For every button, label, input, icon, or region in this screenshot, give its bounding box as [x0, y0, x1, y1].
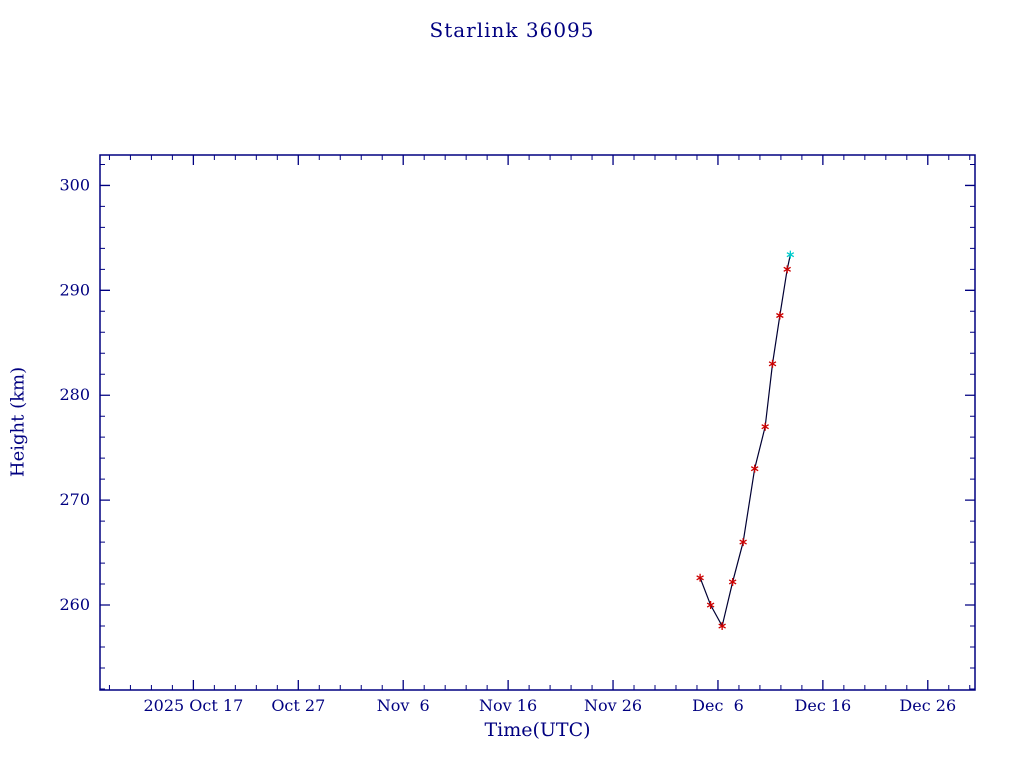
y-tick-label: 260	[59, 595, 90, 614]
y-tick-label: 270	[59, 490, 90, 509]
x-tick-label: 2025 Oct 17	[143, 696, 243, 715]
x-tick-label: Oct 27	[271, 696, 325, 715]
height-observed-marker	[728, 577, 737, 586]
x-tick-label: Dec 16	[795, 696, 852, 715]
plot-frame	[99, 154, 976, 691]
height-observed-marker	[696, 573, 704, 582]
x-tick-label: Nov 26	[584, 696, 642, 715]
height-observed-marker	[776, 311, 784, 320]
x-axis-label: Time(UTC)	[484, 719, 591, 741]
height-observed-marker	[783, 265, 791, 274]
height-observed-marker	[718, 622, 726, 631]
height-latest-marker	[786, 250, 795, 259]
height-observed-marker	[750, 464, 759, 473]
y-tick-label: 300	[59, 175, 90, 194]
major-ticks	[100, 155, 975, 690]
height-observed-marker	[706, 601, 715, 610]
height-curve	[699, 254, 791, 628]
y-tick-label: 280	[59, 385, 90, 404]
x-tick-label: Nov 16	[479, 696, 537, 715]
x-tick-label: Dec 26	[899, 696, 956, 715]
minor-ticks	[100, 155, 975, 690]
x-tick-label: Dec 6	[692, 696, 744, 715]
chart-title: Starlink 36095	[429, 18, 595, 42]
height-observed-marker	[768, 359, 777, 368]
y-tick-label: 290	[59, 280, 90, 299]
x-tick-label: Nov 6	[377, 696, 430, 715]
height-observed-marker	[761, 422, 769, 431]
height-observed-marker	[739, 538, 747, 547]
